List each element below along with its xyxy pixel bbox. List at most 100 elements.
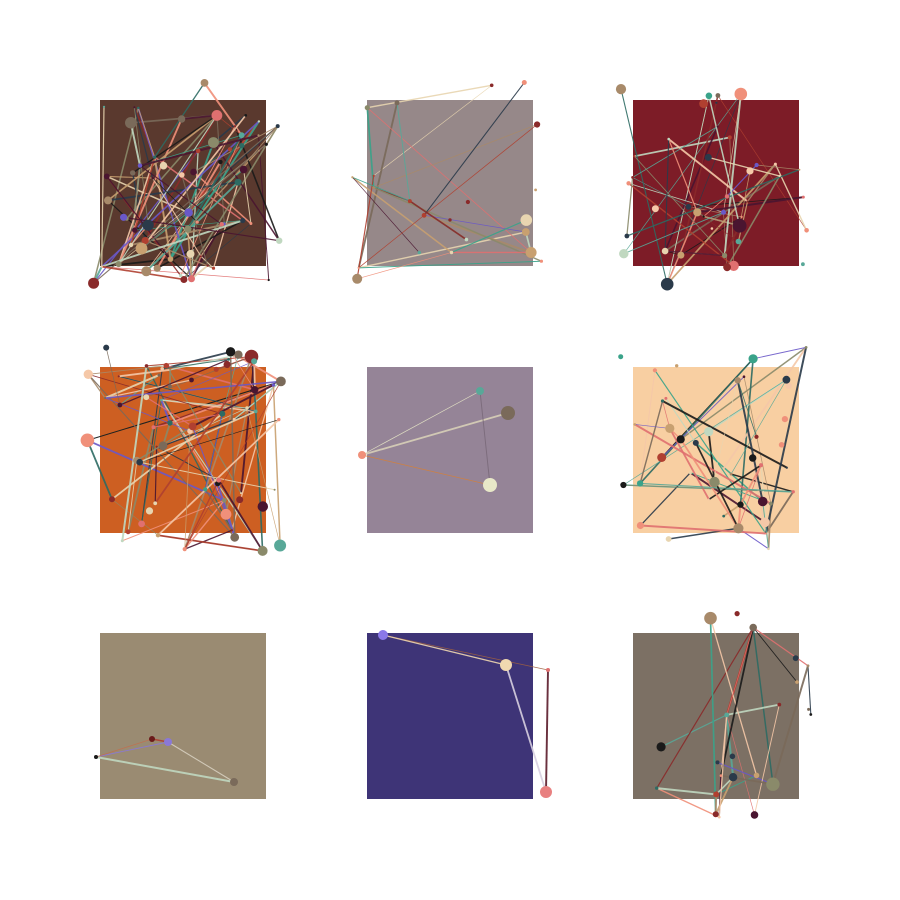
graph-node (792, 655, 799, 662)
graph-edge (424, 214, 526, 233)
graph-edge (190, 223, 223, 280)
graph-node (448, 218, 452, 222)
graph-edge (144, 239, 214, 269)
graph-edge (716, 774, 757, 795)
graph-edge (352, 176, 411, 202)
graph-node (136, 458, 143, 466)
graph-edge (713, 346, 807, 483)
graph-edge (752, 626, 809, 667)
graph-edge (640, 482, 794, 493)
graph-edge (139, 461, 275, 491)
graph-node (767, 547, 770, 551)
graph-node (781, 416, 789, 423)
graph-node (230, 532, 240, 542)
graph-node (351, 176, 354, 179)
graph-edge (129, 122, 141, 166)
graph-edge (352, 177, 420, 253)
graph-node (753, 772, 760, 779)
graph-node (464, 237, 469, 242)
graph-edge (181, 174, 209, 266)
graph-node (164, 738, 172, 746)
graph-node (234, 178, 242, 186)
graph-node (179, 172, 185, 178)
graph-edge (119, 358, 229, 406)
graph-edge (181, 114, 218, 120)
graph-node (160, 367, 164, 371)
graph-node (734, 87, 748, 101)
graph-node (619, 249, 629, 259)
graph-edge (87, 380, 282, 441)
graph-edge (361, 390, 481, 456)
graph-edge (161, 360, 255, 401)
graph-node (236, 496, 244, 504)
graph-edge (95, 738, 153, 758)
graph-node (778, 174, 781, 178)
graph-edge (714, 794, 718, 815)
graph-edge (664, 139, 670, 252)
graph-node (520, 214, 533, 226)
graph-node (656, 742, 666, 752)
graph-node (620, 481, 627, 489)
graph-edge (479, 390, 491, 486)
graph-node (713, 791, 720, 798)
graph-node (540, 786, 552, 798)
graph-node (748, 354, 758, 364)
art-panel-9 (633, 611, 813, 819)
graph-node (746, 167, 754, 175)
graph-edge (654, 369, 767, 534)
graph-edge (634, 136, 730, 158)
graph-edge (726, 175, 781, 268)
graph-edge (639, 400, 664, 484)
graph-node (153, 501, 158, 506)
graph-node (227, 358, 231, 361)
graph-node (179, 273, 183, 278)
graph-node (109, 496, 115, 503)
graph-node (141, 266, 152, 277)
graph-node (230, 778, 238, 786)
graph-node (723, 263, 731, 272)
graph-node (251, 358, 258, 365)
graph-node (707, 498, 710, 501)
graph-node (352, 273, 363, 284)
graph-node (143, 394, 150, 401)
graph-node (159, 161, 168, 170)
graph-edge (243, 169, 252, 224)
graph-node (665, 423, 675, 433)
graph-edge (739, 358, 754, 505)
graph-node (103, 344, 110, 351)
graph-edge (141, 399, 162, 524)
graph-edge (666, 163, 776, 285)
graph-edge (351, 176, 453, 254)
graph-edge (183, 356, 253, 550)
graph-node (219, 410, 226, 417)
graph-node (239, 143, 245, 149)
graph-node (785, 382, 792, 389)
graph-node (200, 79, 209, 87)
graph-edge (709, 618, 758, 776)
graph-node (233, 125, 237, 128)
panel-background (633, 367, 799, 533)
graph-node (782, 375, 791, 384)
graph-node (798, 168, 801, 171)
graph-edge (161, 350, 231, 370)
graph-node (754, 434, 759, 439)
graph-edge (361, 412, 509, 456)
graph-node (704, 427, 714, 437)
graph-node (521, 80, 527, 85)
graph-node (142, 219, 154, 231)
graph-node (276, 237, 283, 244)
graph-edge (367, 84, 492, 109)
graph-node (264, 142, 268, 146)
graph-edge (736, 380, 764, 502)
graph-edge (626, 169, 800, 237)
graph-edge (634, 155, 725, 256)
graph-node (153, 264, 161, 272)
graph-node (163, 362, 170, 369)
graph-edge (743, 376, 772, 504)
art-panel-5 (358, 367, 533, 533)
graph-edge (723, 93, 742, 256)
graph-edge (358, 124, 538, 269)
graph-edge (88, 373, 223, 415)
graph-edge (666, 211, 699, 285)
graph-edge (154, 446, 158, 504)
